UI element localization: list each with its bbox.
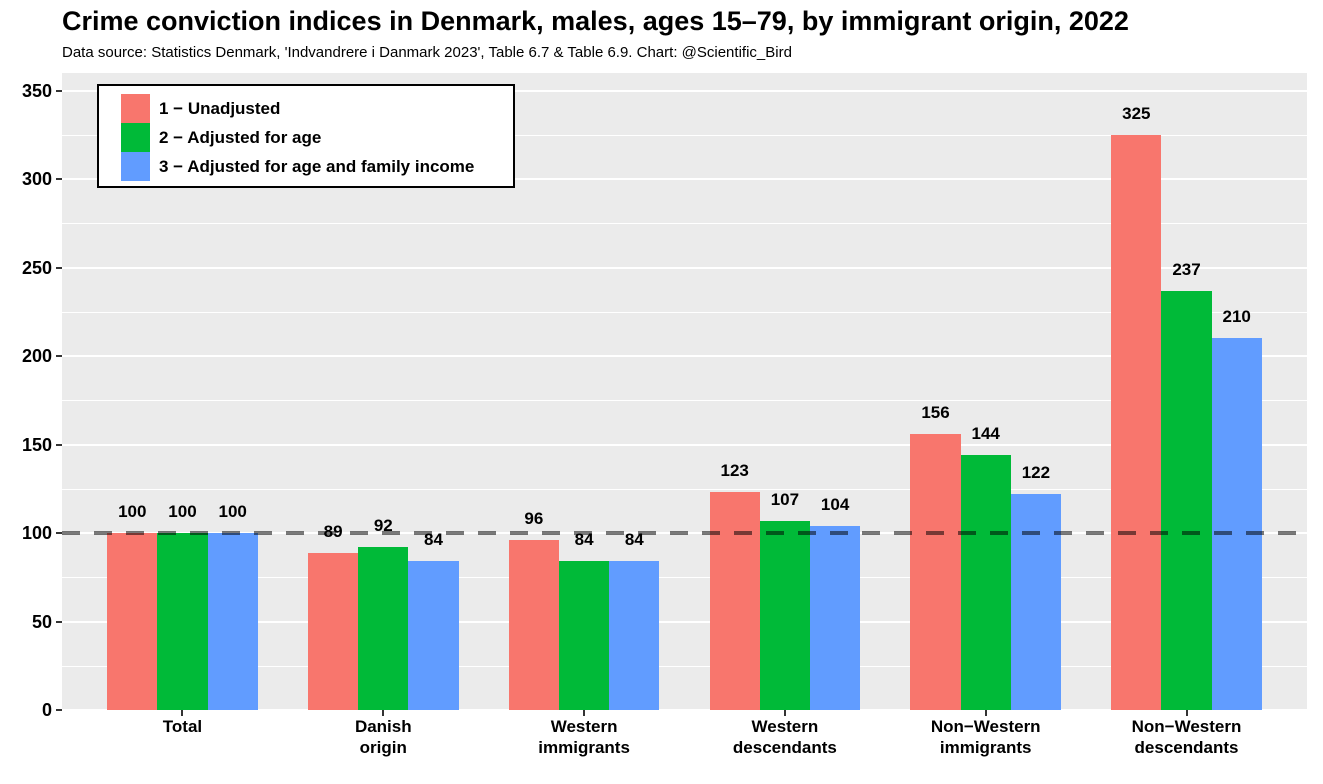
bar-value-label: 89	[323, 521, 343, 541]
gridline-major	[62, 620, 1307, 623]
legend-swatch-adjusted-age-income-icon	[121, 152, 150, 181]
legend-label-adjusted-age: 2 − Adjusted for age	[159, 127, 322, 147]
y-axis-tick-mark	[56, 266, 62, 269]
bar	[960, 455, 1011, 710]
bar-value-label: 104	[820, 494, 850, 514]
gridline-major	[62, 266, 1307, 269]
legend: 1 − Unadjusted 2 − Adjusted for age 3 − …	[97, 84, 515, 188]
chart-subtitle: Data source: Statistics Denmark, 'Indvan…	[62, 44, 792, 61]
gridline-minor	[62, 223, 1307, 225]
gridline-minor	[62, 400, 1307, 402]
y-axis-tick-mark	[56, 443, 62, 446]
gridline-minor	[62, 665, 1307, 667]
bar-value-label: 237	[1172, 259, 1201, 279]
bar	[910, 433, 961, 710]
x-axis-tick-label: Danish origin	[354, 717, 412, 757]
legend-swatch-unadjusted-icon	[121, 94, 150, 123]
reference-line	[62, 531, 1307, 536]
bar	[1111, 134, 1162, 710]
gridline-major	[62, 709, 1307, 711]
legend-item-adjusted-age-income: 3 − Adjusted for age and family income	[121, 152, 513, 181]
bar	[358, 547, 409, 710]
x-axis-tick-label: Western descendants	[732, 717, 837, 757]
x-axis-tick-label: Total	[162, 717, 203, 736]
legend-swatch-adjusted-age-icon	[121, 123, 150, 152]
bar-value-label: 92	[373, 516, 393, 536]
bar-value-label: 100	[218, 502, 247, 522]
bar	[609, 561, 660, 710]
gridline-minor	[62, 311, 1307, 313]
bar-value-label: 107	[770, 489, 800, 509]
bar-value-label: 84	[624, 530, 644, 550]
bar-value-label: 123	[720, 461, 749, 481]
bar	[207, 533, 258, 710]
gridline-minor	[62, 134, 1307, 136]
y-axis-tick-label: 50	[31, 611, 52, 632]
y-axis-tick-label: 300	[21, 169, 52, 190]
y-axis-tick-mark	[56, 178, 62, 181]
bar	[508, 540, 559, 710]
x-axis-tick-label: Non−Western descendants	[1131, 717, 1242, 757]
plot-panel: 100 89 96 123 156 325 100 92 84 107 144 237 100 84 84 1…	[62, 73, 1307, 711]
chart-title: Crime conviction indices in Denmark, mal…	[62, 6, 1129, 36]
x-axis-tick-mark	[783, 710, 786, 716]
bar	[107, 533, 158, 710]
bar	[709, 492, 760, 710]
bar	[307, 552, 359, 710]
bar	[1211, 338, 1262, 710]
bar-value-label: 84	[424, 530, 443, 550]
x-axis-tick-mark	[181, 710, 184, 716]
bar-value-label: 144	[971, 424, 1000, 444]
legend-label-adjusted-age-income: 3 − Adjusted for age and family income	[159, 156, 475, 176]
x-axis-tick-mark	[382, 710, 385, 716]
bar	[810, 525, 861, 710]
bar	[558, 561, 610, 710]
x-axis-tick-mark	[984, 710, 987, 716]
x-axis-tick-label: Western immigrants	[538, 717, 630, 757]
bar-value-label: 122	[1021, 463, 1051, 483]
gridline-major	[62, 89, 1307, 92]
legend-label-unadjusted: 1 − Unadjusted	[159, 98, 281, 118]
y-axis-tick-label: 0	[41, 700, 52, 720]
legend-item-adjusted-age: 2 − Adjusted for age	[121, 123, 513, 152]
y-axis-tick-mark	[56, 620, 62, 623]
x-axis-tick-mark	[583, 710, 586, 716]
bar-value-label: 100	[168, 502, 197, 522]
gridline-minor	[62, 577, 1307, 579]
x-axis-tick-mark	[1185, 710, 1188, 716]
bar-value-label: 210	[1222, 307, 1251, 327]
bar-value-label: 96	[524, 509, 544, 529]
x-axis-tick-label: Non−Western immigrants	[930, 717, 1041, 757]
gridline-major	[62, 443, 1307, 446]
bar-value-label: 325	[1122, 103, 1151, 123]
y-axis-tick-label: 250	[21, 257, 52, 278]
y-axis-tick-label: 150	[21, 434, 52, 455]
y-axis-tick-label: 200	[21, 346, 52, 367]
gridline-major	[62, 355, 1307, 358]
bar	[1010, 494, 1061, 710]
gridline-major	[62, 178, 1307, 181]
y-axis-tick-mark	[56, 355, 62, 358]
y-axis-tick-mark	[56, 532, 62, 535]
y-axis-tick-label: 100	[21, 523, 52, 544]
bar-value-label: 84	[574, 530, 594, 550]
legend-item-unadjusted: 1 − Unadjusted	[121, 94, 513, 123]
y-axis-tick-mark	[56, 89, 62, 92]
y-axis-tick-mark	[56, 709, 62, 711]
bar	[408, 561, 459, 710]
bar	[1161, 290, 1212, 710]
y-axis-tick-label: 350	[21, 80, 52, 101]
bar-value-label: 156	[921, 402, 950, 422]
bar	[759, 520, 810, 710]
bar	[157, 533, 208, 710]
gridline-minor	[62, 488, 1307, 490]
bar-value-label: 100	[118, 502, 147, 522]
